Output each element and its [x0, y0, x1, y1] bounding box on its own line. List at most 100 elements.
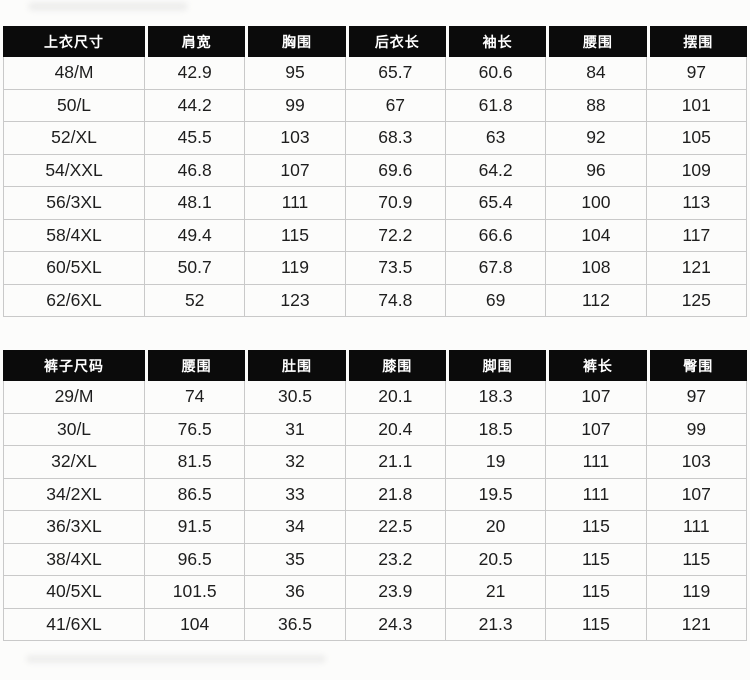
table-row: 36/3XL 91.5 34 22.5 20 115 111: [3, 511, 747, 544]
table-row: 48/M 42.9 95 65.7 60.6 84 97: [3, 57, 747, 90]
measurement-cell: 105: [646, 122, 747, 155]
measurement-cell: 31: [245, 413, 346, 446]
measurement-cell: 104: [145, 608, 246, 641]
size-label-cell: 52/XL: [3, 122, 146, 155]
measurement-cell: 107: [245, 154, 346, 187]
header-row: 裤子尺码 腰围 肚围 膝围 脚围 裤长 臀围: [3, 350, 747, 381]
measurement-cell: 112: [546, 284, 647, 317]
measurement-cell: 117: [646, 219, 747, 252]
measurement-cell: 111: [546, 478, 647, 511]
measurement-cell: 97: [646, 57, 747, 90]
size-label-cell: 30/L: [3, 413, 146, 446]
table-row: 52/XL 45.5 103 68.3 63 92 105: [3, 122, 747, 155]
table-row: 50/L 44.2 99 67 61.8 88 101: [3, 89, 747, 122]
measurement-cell: 44.2: [145, 89, 246, 122]
measurement-cell: 67: [345, 89, 446, 122]
measurement-cell: 74: [145, 381, 246, 414]
measurement-cell: 68.3: [345, 122, 446, 155]
table-row: 62/6XL 52 123 74.8 69 112 125: [3, 284, 747, 317]
measurement-cell: 45.5: [145, 122, 246, 155]
column-header: 臀围: [646, 350, 747, 381]
measurement-cell: 119: [646, 576, 747, 609]
measurement-cell: 46.8: [145, 154, 246, 187]
measurement-cell: 115: [546, 543, 647, 576]
column-header: 裤长: [546, 350, 647, 381]
measurement-cell: 24.3: [345, 608, 446, 641]
size-label-cell: 62/6XL: [3, 284, 146, 317]
size-label-cell: 38/4XL: [3, 543, 146, 576]
measurement-cell: 111: [546, 446, 647, 479]
table-row: 56/3XL 48.1 111 70.9 65.4 100 113: [3, 187, 747, 220]
measurement-cell: 101: [646, 89, 747, 122]
measurement-cell: 99: [245, 89, 346, 122]
measurement-cell: 73.5: [345, 252, 446, 285]
measurement-cell: 69: [445, 284, 547, 317]
measurement-cell: 49.4: [145, 219, 246, 252]
measurement-cell: 111: [245, 187, 346, 220]
measurement-cell: 22.5: [345, 511, 446, 544]
measurement-cell: 20.4: [345, 413, 446, 446]
measurement-cell: 103: [245, 122, 346, 155]
size-label-cell: 60/5XL: [3, 252, 146, 285]
measurement-cell: 34: [245, 511, 346, 544]
measurement-cell: 61.8: [445, 89, 547, 122]
column-header: 上衣尺寸: [3, 26, 146, 57]
pants-size-table-section: 裤子尺码 腰围 肚围 膝围 脚围 裤长 臀围 29/M 74 30.5 20.1 18.3 107 97 3…: [3, 350, 747, 641]
column-header: 摆围: [646, 26, 747, 57]
measurement-cell: 119: [245, 252, 346, 285]
measurement-cell: 67.8: [445, 252, 547, 285]
table-row: 58/4XL 49.4 115 72.2 66.6 104 117: [3, 219, 747, 252]
size-label-cell: 54/XXL: [3, 154, 146, 187]
measurement-cell: 19.5: [445, 478, 547, 511]
measurement-cell: 63: [445, 122, 547, 155]
size-label-cell: 56/3XL: [3, 187, 146, 220]
measurement-cell: 70.9: [345, 187, 446, 220]
table-row: 54/XXL 46.8 107 69.6 64.2 96 109: [3, 154, 747, 187]
measurement-cell: 115: [646, 543, 747, 576]
measurement-cell: 18.3: [445, 381, 547, 414]
tops-size-table-section: 上衣尺寸 肩宽 胸围 后衣长 袖长 腰围 摆围 48/M 42.9 95 65.7 60.6 84 97 5…: [3, 26, 747, 317]
size-label-cell: 41/6XL: [3, 608, 146, 641]
size-label-cell: 48/M: [3, 57, 146, 90]
scan-smudge: [26, 655, 326, 663]
size-chart-page: 上衣尺寸 肩宽 胸围 后衣长 袖长 腰围 摆围 48/M 42.9 95 65.7 60.6 84 97 5…: [3, 2, 747, 663]
size-label-cell: 32/XL: [3, 446, 146, 479]
measurement-cell: 65.4: [445, 187, 547, 220]
measurement-cell: 69.6: [345, 154, 446, 187]
measurement-cell: 115: [245, 219, 346, 252]
size-label-cell: 58/4XL: [3, 219, 146, 252]
table-row: 60/5XL 50.7 119 73.5 67.8 108 121: [3, 252, 747, 285]
column-header: 胸围: [245, 26, 346, 57]
measurement-cell: 113: [646, 187, 747, 220]
measurement-cell: 30.5: [245, 381, 346, 414]
measurement-cell: 115: [546, 608, 647, 641]
measurement-cell: 100: [546, 187, 647, 220]
measurement-cell: 109: [646, 154, 747, 187]
measurement-cell: 111: [646, 511, 747, 544]
measurement-cell: 96: [546, 154, 647, 187]
measurement-cell: 35: [245, 543, 346, 576]
measurement-cell: 108: [546, 252, 647, 285]
measurement-cell: 52: [145, 284, 246, 317]
table-row: 32/XL 81.5 32 21.1 19 111 103: [3, 446, 747, 479]
measurement-cell: 121: [646, 252, 747, 285]
measurement-cell: 121: [646, 608, 747, 641]
measurement-cell: 36.5: [245, 608, 346, 641]
measurement-cell: 107: [646, 478, 747, 511]
column-header: 肩宽: [145, 26, 246, 57]
measurement-cell: 72.2: [345, 219, 446, 252]
measurement-cell: 107: [546, 381, 647, 414]
size-label-cell: 36/3XL: [3, 511, 146, 544]
measurement-cell: 19: [445, 446, 547, 479]
column-header: 腰围: [145, 350, 246, 381]
pants-size-chart: 裤子尺码 腰围 肚围 膝围 脚围 裤长 臀围 29/M 74 30.5 20.1 18.3 107 97 3…: [3, 350, 747, 641]
size-label-cell: 50/L: [3, 89, 146, 122]
measurement-cell: 115: [546, 576, 647, 609]
measurement-cell: 36: [245, 576, 346, 609]
measurement-cell: 101.5: [145, 576, 246, 609]
measurement-cell: 74.8: [345, 284, 446, 317]
measurement-cell: 91.5: [145, 511, 246, 544]
column-header: 裤子尺码: [3, 350, 146, 381]
measurement-cell: 64.2: [445, 154, 547, 187]
measurement-cell: 81.5: [145, 446, 246, 479]
